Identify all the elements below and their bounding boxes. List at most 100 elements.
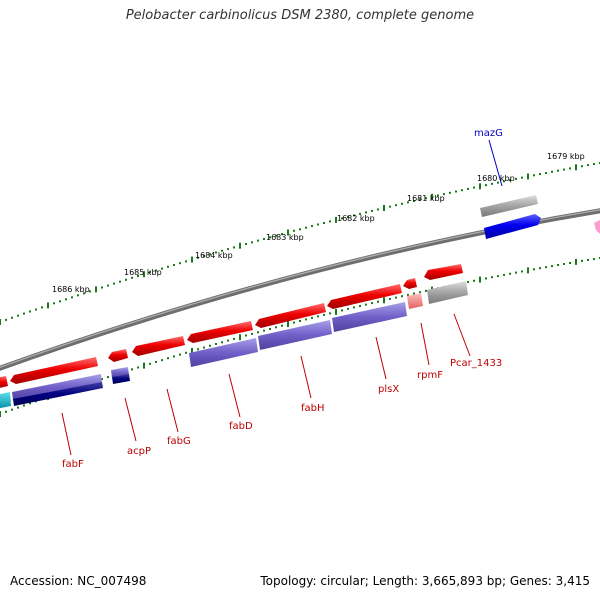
outer-scale-minor-tick <box>515 177 517 180</box>
outer-scale-minor-tick <box>83 292 85 295</box>
gene-label-fabF[interactable]: fabF <box>62 459 84 470</box>
outer-scale-major-tick <box>335 216 337 223</box>
inner-scale-minor-tick <box>485 277 487 280</box>
gene-arrow-fabD[interactable] <box>187 321 253 343</box>
inner-scale-minor-tick <box>185 351 187 354</box>
gene-arrow-plsX[interactable] <box>327 284 402 309</box>
inner-scale-minor-tick <box>545 266 547 269</box>
outer-scale-minor-tick <box>245 243 247 245</box>
outer-scale-minor-tick <box>329 220 331 223</box>
cog-bar-fabF-navy <box>13 382 103 406</box>
outer-scale-minor-tick <box>89 290 91 293</box>
outer-scale-minor-tick <box>179 262 181 265</box>
inner-scale-minor-tick <box>341 309 343 312</box>
outer-scale-minor-tick <box>377 208 379 211</box>
inner-scale-major-tick <box>239 334 241 341</box>
leader-Pcar_1433 <box>453 313 471 357</box>
outer-scale-minor-tick <box>341 217 343 220</box>
outer-scale-minor-tick <box>407 201 409 204</box>
scale-label-1683: 1683 kbp <box>266 233 304 242</box>
gene-arrow-mazG[interactable] <box>484 214 541 239</box>
inner-scale-minor-tick <box>497 275 499 278</box>
outer-scale-major-tick <box>527 173 529 180</box>
outer-scale-minor-tick <box>569 167 571 170</box>
gene-label-mazG[interactable]: mazG <box>474 128 503 139</box>
gene-arrow-left-edge[interactable] <box>0 376 8 389</box>
label-leaders <box>61 139 503 456</box>
outer-scale-minor-tick <box>461 189 463 192</box>
outer-scale-minor-tick <box>305 226 307 229</box>
outer-scale-minor-tick <box>563 168 565 171</box>
gene-label-Pcar_1433[interactable]: Pcar_1433 <box>450 358 502 369</box>
gene-label-plsX[interactable]: plsX <box>378 384 399 395</box>
outer-scale-minor-tick <box>395 204 397 207</box>
gene-arrow-pink-edge[interactable] <box>594 220 600 234</box>
outer-scale-minor-tick <box>221 249 223 252</box>
outer-scale-minor-tick <box>353 214 355 217</box>
inner-scale-minor-tick <box>137 366 139 369</box>
inner-scale-minor-tick <box>311 316 313 319</box>
outer-scale-major-tick <box>0 319 1 325</box>
inner-scale-minor-tick <box>419 291 421 294</box>
outer-scale-major-tick <box>143 271 145 278</box>
inner-scale-minor-tick <box>557 264 559 266</box>
inner-scale-minor-tick <box>305 318 307 321</box>
gene-arrow-acpP[interactable] <box>108 349 128 362</box>
inner-scale-minor-tick <box>329 312 331 315</box>
outer-scale-minor-tick <box>23 312 25 315</box>
gene-label-fabG[interactable]: fabG <box>167 436 191 447</box>
outer-scale-major-tick <box>287 229 289 236</box>
inner-scale-minor-tick <box>251 332 253 335</box>
outer-scale-minor-tick <box>317 223 319 226</box>
outer-scale-minor-tick <box>365 211 367 214</box>
outer-scale-minor-tick <box>65 298 67 301</box>
scale-label-1684: 1684 kbp <box>195 251 233 260</box>
gene-arrow-fabH[interactable] <box>255 303 326 328</box>
outer-scale-minor-tick <box>59 300 61 303</box>
inner-scale-minor-tick <box>509 272 511 275</box>
outer-scale-minor-tick <box>161 267 163 270</box>
inner-scale-minor-tick <box>467 281 469 283</box>
inner-scale-minor-tick <box>161 359 163 362</box>
gene-label-fabH[interactable]: fabH <box>301 403 325 414</box>
inner-scale-minor-tick <box>563 263 565 265</box>
gene-arrow-fabF[interactable] <box>10 357 98 384</box>
inner-scale-minor-tick <box>107 376 109 379</box>
gene-labels: mazG fabF acpP fabG fabD fabH plsX rpmF … <box>62 128 503 470</box>
gene-arrow-rpmF[interactable] <box>403 278 417 289</box>
outer-scale-major-tick <box>191 256 193 263</box>
outer-scale-minor-tick <box>521 176 523 179</box>
outer-scale-minor-tick <box>371 209 373 212</box>
cog-bar-Pcar_1433 <box>427 281 468 304</box>
inner-scale-minor-tick <box>353 306 355 309</box>
inner-scale-minor-tick <box>317 315 319 318</box>
outer-scale-minor-tick <box>419 198 421 201</box>
cog-track <box>0 281 468 409</box>
gene-arrow-Pcar_1433[interactable] <box>424 264 463 280</box>
gene-label-rpmF[interactable]: rpmF <box>417 370 443 381</box>
inner-scale-major-tick <box>575 258 577 265</box>
outer-scale-minor-tick <box>491 182 493 185</box>
outer-scale-major-tick <box>479 183 481 190</box>
gene-label-acpP[interactable]: acpP <box>127 446 151 457</box>
outer-scale-minor-tick <box>455 190 457 193</box>
outer-scale-minor-tick <box>71 296 73 299</box>
outer-scale-minor-tick <box>113 282 115 285</box>
inner-scale-minor-tick <box>131 368 133 371</box>
outer-scale-minor-tick <box>77 294 79 297</box>
leader-fabF <box>61 412 72 456</box>
outer-scale-minor-tick <box>347 215 349 218</box>
inner-scale-major-tick <box>287 321 289 328</box>
inner-scale-minor-tick <box>179 353 181 356</box>
outer-scale-major-tick <box>47 302 49 309</box>
gene-label-fabD[interactable]: fabD <box>229 421 253 432</box>
inner-scale-minor-tick <box>215 343 217 345</box>
inner-scale-minor-tick <box>593 258 595 260</box>
gene-arrow-hypothetical[interactable] <box>480 195 538 217</box>
outer-scale-minor-tick <box>389 205 391 208</box>
inner-scale-major-tick <box>143 362 145 369</box>
outer-scale-minor-tick <box>425 197 427 200</box>
outer-scale-minor-tick <box>497 181 499 184</box>
inner-scale-minor-tick <box>5 410 7 413</box>
gene-arrow-fabG[interactable] <box>132 336 185 356</box>
